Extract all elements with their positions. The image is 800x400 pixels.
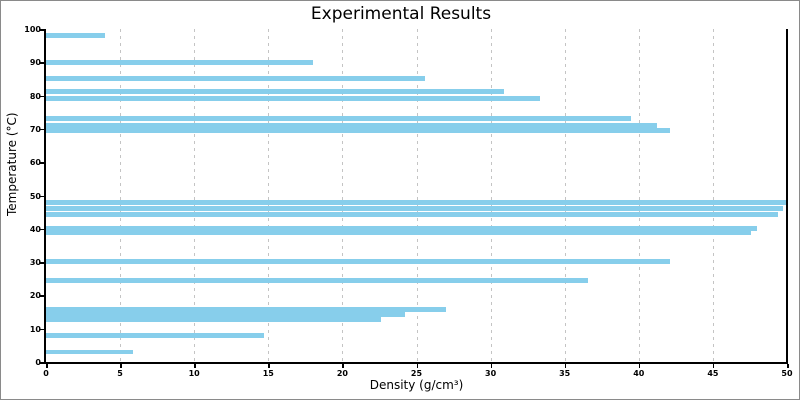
- bar: [46, 278, 589, 284]
- y-tick: [40, 95, 44, 98]
- y-tick-label: 20: [29, 291, 41, 301]
- bar: [46, 225, 758, 231]
- x-tick: [787, 364, 789, 368]
- x-tick: [342, 364, 344, 368]
- bar: [46, 311, 405, 317]
- x-tick: [564, 364, 567, 368]
- chart-title: Experimental Results: [310, 4, 492, 24]
- y-tick-label: 80: [29, 91, 41, 101]
- y-tick-label: 10: [29, 324, 41, 334]
- y-tick-label: 0: [35, 358, 41, 367]
- bar: [46, 259, 670, 265]
- gridline-x-45: [712, 29, 714, 362]
- bar: [46, 349, 134, 355]
- x-tick-label: 50: [781, 369, 793, 378]
- y-tick: [40, 295, 44, 297]
- x-tick-label: 20: [336, 369, 348, 378]
- bar: [46, 75, 426, 81]
- bar: [46, 199, 786, 205]
- x-tick: [120, 364, 122, 368]
- x-tick-label: 40: [633, 369, 645, 378]
- bar: [46, 316, 381, 322]
- y-tick: [40, 62, 44, 64]
- bar: [46, 307, 447, 313]
- bar: [46, 229, 752, 235]
- y-tick-label: 90: [29, 58, 41, 68]
- x-axis: [44, 362, 787, 364]
- y-tick-label: 70: [29, 124, 41, 134]
- y-tick-label: 40: [29, 224, 41, 234]
- bar: [46, 211, 779, 217]
- gridline-x-5: [120, 29, 122, 362]
- gridline-x-10: [194, 29, 196, 362]
- gridline-x-40: [638, 29, 640, 362]
- bar: [46, 59, 313, 65]
- x-tick: [712, 364, 715, 368]
- bar: [46, 89, 504, 95]
- x-tick: [46, 364, 48, 368]
- x-tick: [416, 364, 418, 368]
- y-tick: [40, 262, 44, 264]
- x-tick-label: 35: [559, 369, 571, 378]
- x-tick: [638, 364, 641, 368]
- x-tick-label: 10: [188, 369, 200, 378]
- right-spine: [786, 29, 788, 364]
- x-tick-label: 0: [43, 369, 49, 378]
- y-tick: [40, 162, 44, 164]
- y-tick: [40, 328, 44, 331]
- x-axis-label: Density (g/cm³): [369, 378, 464, 392]
- y-axis-label: Temperature (°C): [5, 112, 19, 216]
- y-tick: [40, 195, 44, 197]
- y-axis: [44, 29, 46, 364]
- x-tick-label: 5: [117, 369, 123, 378]
- y-tick-label: 60: [29, 158, 41, 168]
- gridline-x-15: [268, 29, 270, 362]
- x-tick: [490, 364, 493, 368]
- y-tick-label: 50: [29, 191, 41, 201]
- plot-area: [44, 29, 788, 364]
- bar: [46, 33, 106, 39]
- y-tick: [40, 29, 44, 31]
- gridline-x-35: [564, 29, 566, 362]
- y-tick-label: 30: [29, 258, 41, 268]
- gridline-x-20: [342, 29, 344, 362]
- gridline-x-25: [416, 29, 418, 362]
- bar: [46, 123, 657, 129]
- bar: [46, 115, 632, 121]
- bar: [46, 205, 783, 211]
- y-tick: [40, 228, 44, 231]
- x-tick-label: 25: [410, 369, 423, 378]
- x-tick: [268, 364, 270, 368]
- x-tick-label: 15: [262, 369, 274, 378]
- y-tick: [40, 128, 44, 131]
- y-tick: [40, 362, 44, 364]
- y-tick-label: 100: [24, 25, 41, 34]
- bar: [46, 128, 670, 134]
- gridline-x-30: [490, 29, 492, 362]
- bar: [46, 95, 540, 101]
- x-tick-label: 30: [485, 369, 497, 378]
- x-tick: [194, 364, 196, 368]
- x-tick-label: 45: [707, 369, 719, 378]
- bar: [46, 333, 264, 339]
